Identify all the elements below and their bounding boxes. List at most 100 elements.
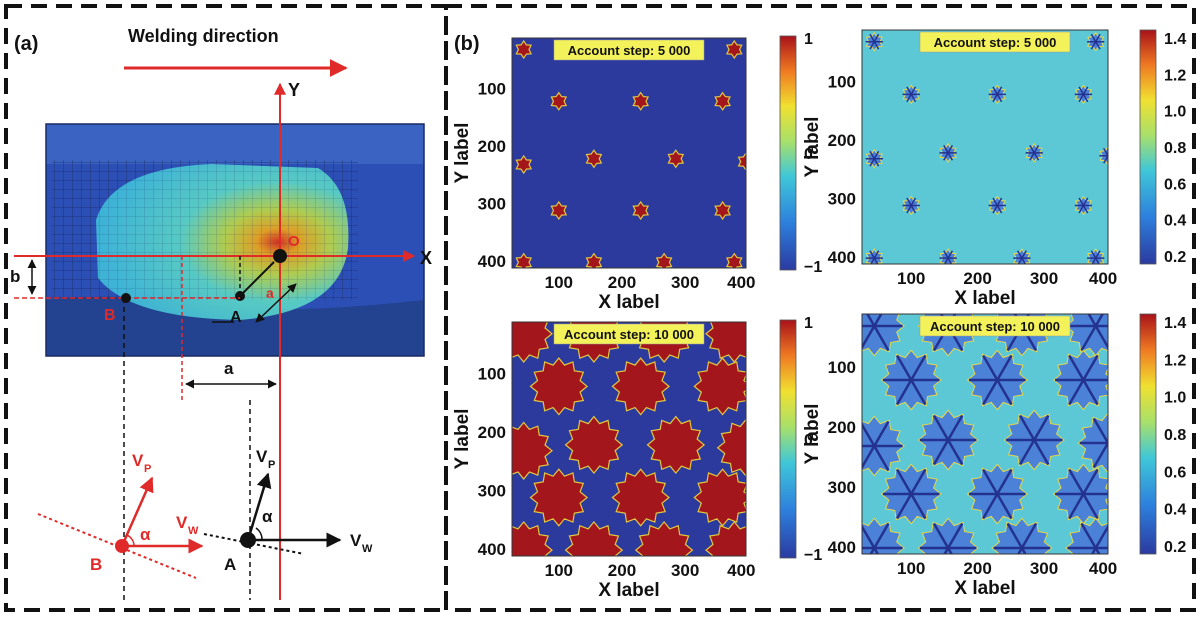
y-tick-label: 300 (828, 478, 856, 497)
colorbar-tick-label: 0.4 (1164, 213, 1186, 230)
plot-frame (861, 29, 1109, 265)
crystal-grain (939, 248, 957, 264)
point-a-label: A (230, 309, 242, 326)
y-tick-label: 200 (828, 418, 856, 437)
heat-source-point (273, 249, 287, 263)
colorbar (1139, 29, 1157, 265)
dendrite-arm (870, 250, 880, 264)
dendrite-arm (862, 314, 883, 350)
dendrite-arm (1078, 197, 1089, 214)
step-label: Account step: 10 000 (564, 327, 694, 342)
plot-frame (861, 313, 1109, 555)
crystal-grain (564, 520, 624, 556)
y-tick-label: 300 (828, 189, 856, 208)
crystal-grain (725, 252, 743, 268)
dendrite-arm (1103, 147, 1108, 158)
crystal-grain (515, 252, 533, 268)
crystal-grain (1013, 248, 1031, 264)
x-tick-label: 300 (1030, 559, 1058, 578)
crystal-layer (865, 31, 1108, 264)
y-axis-label: Y (288, 80, 300, 100)
y-tick-label: 400 (478, 252, 506, 271)
crystal-grain (705, 520, 746, 556)
crystal-grain (550, 200, 568, 221)
crystal-grain (632, 91, 650, 111)
x-tick-label: 400 (727, 273, 755, 292)
dendrite-arm (1029, 145, 1040, 161)
crystal-grain (529, 468, 589, 527)
x-tick-label: 100 (545, 273, 573, 292)
vp-sub-a: P (268, 459, 275, 471)
crystal-grain (634, 520, 694, 556)
crystal-grain (725, 39, 743, 60)
dendrite-arm (869, 33, 880, 50)
step-badge (919, 315, 1071, 337)
vw-label-a: V (350, 531, 362, 550)
colorbar-tick-label: 1.4 (1164, 31, 1186, 48)
point-a-velocity-label: A (224, 555, 236, 574)
phase-field-plot-2: Account step: 5 000 100 200 300 400 100 200 300… (802, 29, 1186, 309)
y-tick-label: 100 (828, 72, 856, 91)
step-label: Account step: 5 000 (934, 35, 1057, 50)
panel-b-frame (444, 4, 1196, 612)
crystal-grain (737, 151, 746, 172)
dendrite-arm (1090, 524, 1108, 554)
dendrite-arm (1068, 468, 1099, 520)
crystal-grain (515, 39, 533, 60)
crystal-grain (714, 91, 731, 111)
colorbar-tick-label: 0.8 (1164, 427, 1186, 444)
x-tick-label: 200 (608, 561, 636, 580)
colorbar-tick-label: 0.8 (1164, 140, 1186, 157)
dendrite-arm (1092, 417, 1108, 446)
dendrite-arm (862, 420, 890, 470)
crystal-grain (705, 322, 746, 363)
point-b-marker (121, 293, 131, 303)
dendrite-arm (1103, 154, 1108, 164)
dendrite-arm (982, 468, 1013, 520)
point-a-dim (255, 283, 297, 323)
crystal-grain (550, 91, 568, 111)
vp-arrow-b (120, 476, 154, 547)
crystal-grain (512, 520, 553, 556)
y-axis-title: Y label (452, 123, 473, 184)
phase-field-plot-3: Account step: 10 000 100 200 300 400 100 200 30… (452, 315, 822, 601)
dendrite-arm (943, 145, 954, 161)
crystal-grain (991, 517, 1053, 554)
dendrite-arm (1080, 314, 1105, 352)
point-o-label: O (288, 233, 300, 250)
crystal-grain (1087, 248, 1105, 264)
crystal-grain (917, 517, 979, 554)
x-tick-label: 200 (963, 269, 991, 288)
x-tick-label: 200 (608, 273, 636, 292)
vw-sub-b: W (188, 525, 199, 537)
colorbar-tick-label: 1.0 (1164, 104, 1186, 121)
vp-label-a: V (256, 447, 268, 466)
crystal-grain (611, 357, 670, 416)
crystal-grain (632, 200, 650, 221)
y-tick-label: 100 (478, 80, 506, 99)
crystal-grain (646, 415, 706, 475)
velocity-diagram-a: V P V W α A (203, 447, 373, 574)
y-axis-title: Y label (452, 409, 473, 470)
panel-b-label: (b) (454, 33, 480, 55)
panel-a-label: (a) (14, 33, 38, 55)
y-tick-label: 100 (478, 364, 506, 383)
dendrite-arm (1092, 440, 1108, 469)
plot-background (862, 30, 1108, 264)
panel-b: Account step: 5 000 100 200 300 400 100 200 300… (452, 29, 1186, 601)
colorbar-tick-label: 0.4 (1164, 502, 1186, 519)
crystal-grain (865, 248, 883, 264)
y-tick-label: 400 (478, 540, 506, 559)
x-axis-title: X label (598, 580, 659, 601)
step-badge (553, 323, 705, 345)
dendrite-arm (943, 250, 954, 264)
y-tick-label: 200 (478, 137, 506, 156)
colorbar (779, 319, 797, 559)
x-tick-label: 400 (1089, 269, 1117, 288)
colorbar-tick-label: 1.0 (1164, 390, 1186, 407)
x-tick-label: 100 (897, 269, 925, 288)
y-tick-label: 400 (828, 538, 856, 557)
x-tick-label: 300 (671, 561, 699, 580)
dendrite-arm (1017, 250, 1027, 264)
plot-frame (511, 37, 747, 269)
